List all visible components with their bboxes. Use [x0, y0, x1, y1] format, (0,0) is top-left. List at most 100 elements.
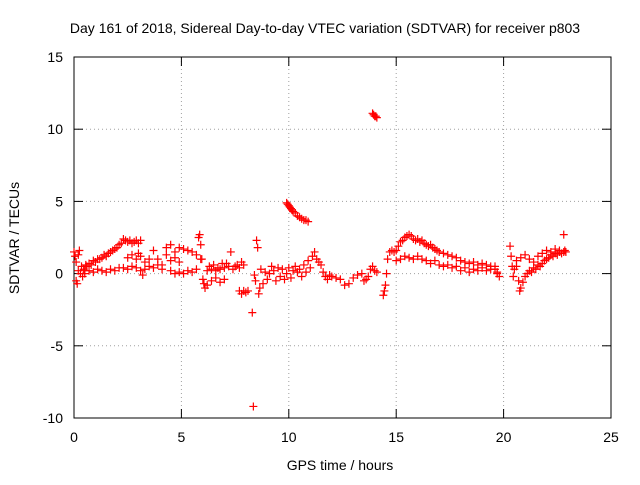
data-point — [533, 252, 542, 261]
data-point — [117, 239, 126, 248]
data-point — [507, 252, 516, 261]
data-point — [542, 246, 551, 255]
y-tick-label: -5 — [51, 338, 64, 354]
data-point — [452, 253, 461, 262]
data-point — [516, 253, 525, 262]
data-point — [271, 276, 280, 285]
data-point — [493, 269, 502, 278]
data-point — [306, 263, 315, 272]
data-point — [220, 263, 229, 272]
data-point — [284, 263, 293, 272]
y-tick-label: 10 — [47, 121, 63, 137]
data-point — [336, 275, 345, 284]
x-tick-label: 5 — [178, 429, 186, 445]
data-point — [123, 265, 132, 274]
data-point — [491, 262, 500, 271]
data-point — [235, 263, 244, 272]
data-point — [192, 265, 201, 274]
data-point — [87, 260, 96, 269]
data-point — [183, 266, 192, 275]
data-point — [417, 255, 426, 264]
data-point — [344, 279, 353, 288]
data-point — [332, 273, 341, 282]
data-point — [349, 273, 358, 282]
data-point — [409, 255, 418, 264]
data-point — [226, 247, 235, 256]
data-point — [216, 278, 225, 287]
data-point — [265, 269, 274, 278]
data-point — [516, 284, 525, 293]
data-point — [465, 259, 474, 268]
data-point — [145, 255, 154, 264]
data-point — [359, 276, 368, 285]
data-point — [211, 273, 220, 282]
data-point — [130, 237, 139, 246]
y-tick-label: 5 — [55, 193, 63, 209]
data-point — [486, 265, 495, 274]
data-point — [465, 268, 474, 277]
data-point — [255, 284, 264, 293]
data-point — [170, 269, 179, 278]
data-point — [559, 247, 568, 256]
data-point — [506, 242, 515, 251]
data-point — [340, 281, 349, 290]
data-series — [70, 109, 570, 411]
data-point — [400, 252, 409, 261]
data-point — [136, 236, 145, 245]
data-point — [482, 266, 491, 275]
data-point — [158, 265, 167, 274]
x-axis-label: GPS time / hours — [287, 457, 394, 473]
data-point — [297, 272, 306, 281]
data-point — [179, 269, 188, 278]
data-point — [478, 263, 487, 272]
x-tick-label: 0 — [70, 429, 78, 445]
data-point — [127, 250, 136, 259]
data-point — [295, 265, 304, 274]
data-point — [443, 260, 452, 269]
data-point — [70, 247, 78, 256]
data-point — [166, 266, 175, 275]
data-point — [439, 249, 448, 258]
data-point — [166, 256, 175, 265]
y-tick-label: 0 — [55, 266, 63, 282]
data-point — [452, 262, 461, 271]
data-point — [390, 247, 399, 256]
data-point — [252, 236, 261, 245]
data-point — [149, 263, 158, 272]
x-tick-label: 10 — [281, 429, 297, 445]
data-point — [132, 263, 141, 272]
data-point — [381, 281, 390, 290]
data-point — [531, 265, 540, 274]
data-point — [512, 256, 521, 265]
data-point — [74, 250, 83, 259]
data-point — [195, 230, 204, 239]
data-point — [299, 260, 308, 269]
data-point — [383, 255, 392, 264]
data-point — [123, 253, 132, 262]
data-point — [140, 265, 149, 274]
data-point — [136, 252, 145, 261]
data-point — [209, 260, 218, 269]
data-point — [308, 252, 317, 261]
x-tick-label: 15 — [388, 429, 404, 445]
data-point — [183, 246, 192, 255]
x-tick-label: 20 — [496, 429, 512, 445]
data-point — [448, 263, 457, 272]
data-point — [289, 266, 298, 275]
data-point — [394, 242, 403, 251]
y-axis-label: SDTVAR / TECUs — [6, 182, 22, 294]
data-point — [119, 263, 128, 272]
data-point — [323, 275, 332, 284]
data-point — [175, 258, 184, 267]
data-point — [443, 250, 452, 259]
data-point — [73, 279, 82, 288]
data-point — [546, 247, 555, 256]
data-point — [473, 266, 482, 275]
data-point — [248, 308, 257, 317]
data-point — [239, 260, 248, 269]
data-point — [251, 276, 260, 285]
data-point — [456, 266, 465, 275]
data-point — [317, 260, 326, 269]
